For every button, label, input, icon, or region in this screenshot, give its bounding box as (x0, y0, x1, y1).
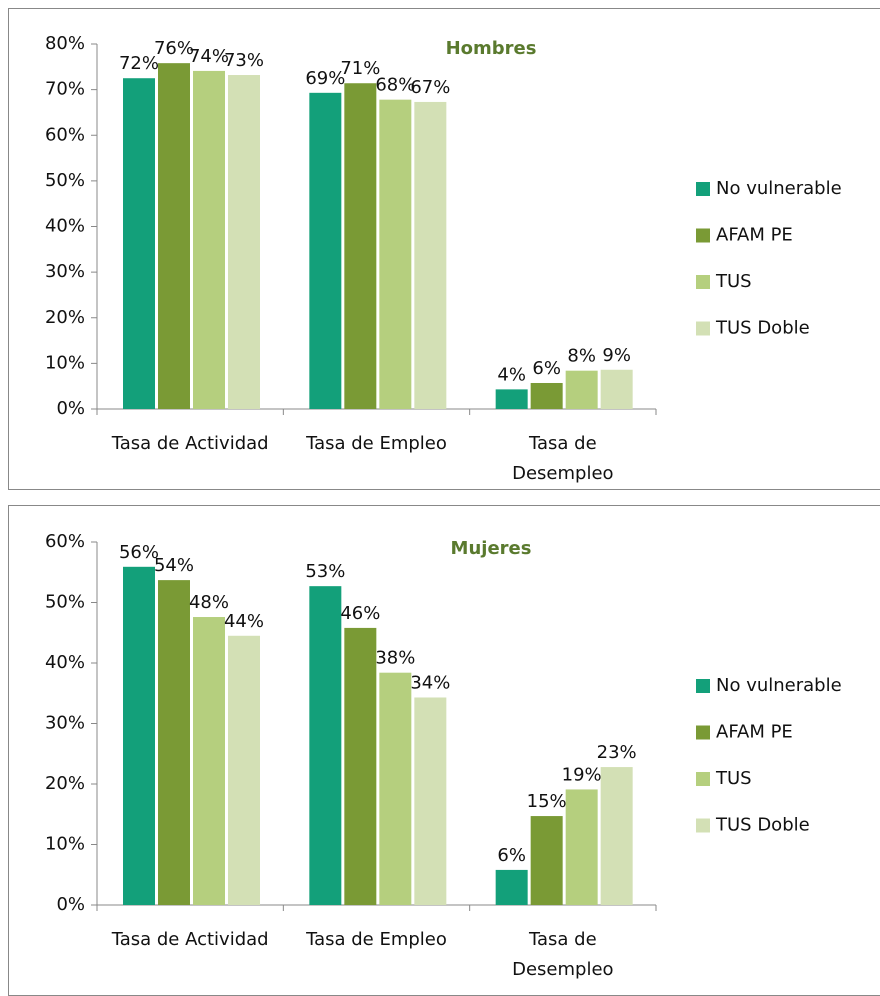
legend-swatch (696, 772, 710, 786)
bar (565, 370, 598, 409)
legend-swatch (696, 725, 710, 740)
bar (414, 101, 447, 409)
bar (228, 635, 260, 905)
y-tick-label: 50% (45, 170, 85, 191)
bar (379, 672, 412, 905)
y-tick-label: 80% (45, 33, 85, 54)
legend-swatch (696, 228, 710, 243)
x-tick-label: Tasa de Empleo (306, 433, 447, 454)
bar (414, 697, 447, 905)
data-label: 19% (562, 764, 602, 785)
legend-swatch (696, 818, 710, 833)
bar (123, 566, 155, 905)
data-label: 53% (305, 561, 345, 582)
bar (565, 789, 598, 905)
legend-label: TUS Doble (715, 318, 810, 339)
bar (530, 382, 563, 409)
bar (123, 78, 155, 409)
legend-label: TUS Doble (715, 815, 810, 836)
bar (309, 92, 342, 409)
y-tick-label: 70% (45, 79, 85, 100)
data-label: 15% (527, 791, 567, 812)
y-tick-label: 0% (56, 398, 85, 419)
data-label: 4% (497, 364, 526, 385)
data-label: 38% (375, 648, 415, 669)
y-tick-label: 50% (45, 592, 85, 613)
data-label: 8% (567, 346, 596, 367)
x-tick-label: Tasa de Desempleo (512, 929, 614, 980)
legend-label: AFAM PE (716, 225, 793, 246)
legend-label: AFAM PE (716, 722, 793, 743)
bar (379, 99, 412, 409)
x-tick-label: Tasa de Empleo (306, 929, 447, 950)
y-tick-label: 60% (45, 124, 85, 145)
bar (309, 586, 342, 905)
data-label: 6% (497, 845, 526, 866)
chart-svg: 0% 10% 20% 30% 40% 50% 60% Mujeres 56% 53% 6% No vu… (45, 531, 842, 915)
legend-label: No vulnerable (716, 675, 842, 696)
bar (495, 389, 528, 409)
data-label: 54% (154, 555, 194, 576)
bar (600, 369, 633, 409)
chart: 0% 10% 20% 30% 40% 50% 60% Mujeres 56% 53% 6% No vu… (8, 505, 880, 996)
y-tick-label: 20% (45, 307, 85, 328)
x-tick-label: Tasa de Actividad (111, 433, 269, 454)
y-tick-label: 40% (45, 216, 85, 237)
bar (193, 70, 225, 409)
chart-title: Mujeres (451, 538, 532, 559)
bar (600, 767, 633, 905)
data-label: 56% (119, 542, 159, 563)
data-label: 9% (602, 345, 631, 366)
bar (158, 63, 190, 409)
data-label: 44% (224, 611, 264, 632)
chart-svg: 0% 10% 20% 30% 40% 50% 60% 70% 80% Hombres 72% 69% 4… (45, 33, 842, 419)
data-label: 34% (410, 672, 450, 693)
data-label: 48% (189, 592, 229, 613)
legend-swatch (696, 182, 710, 196)
y-tick-label: 0% (56, 894, 85, 915)
y-tick-label: 40% (45, 652, 85, 673)
y-tick-label: 10% (45, 352, 85, 373)
data-label: 68% (375, 75, 415, 96)
bar (158, 580, 190, 905)
legend-label: TUS (715, 768, 752, 789)
bar (228, 75, 260, 410)
legend-swatch (696, 679, 710, 693)
data-label: 73% (224, 50, 264, 71)
data-label: 6% (532, 358, 561, 379)
data-label: 23% (597, 742, 637, 763)
bar (495, 869, 528, 905)
y-tick-label: 60% (45, 531, 85, 552)
x-tick-label: Tasa de Actividad (111, 929, 269, 950)
y-tick-label: 30% (45, 261, 85, 282)
y-tick-label: 30% (45, 713, 85, 734)
x-tick-label: Tasa de Desempleo (512, 433, 614, 484)
legend-swatch (696, 275, 710, 289)
y-tick-label: 20% (45, 773, 85, 794)
data-label: 71% (340, 58, 380, 79)
bar (344, 627, 377, 905)
legend-label: TUS (715, 271, 752, 292)
bar (193, 617, 225, 905)
bar (344, 83, 377, 410)
chart-title: Hombres (446, 38, 537, 59)
y-tick-label: 10% (45, 834, 85, 855)
data-label: 72% (119, 53, 159, 74)
bar (530, 816, 563, 905)
chart: 0% 10% 20% 30% 40% 50% 60% 70% 80% Hombres 72% 69% 4… (8, 8, 880, 490)
data-label: 46% (340, 603, 380, 624)
data-label: 74% (189, 46, 229, 67)
legend-swatch (696, 321, 710, 336)
legend-label: No vulnerable (716, 178, 842, 199)
data-label: 69% (305, 68, 345, 89)
data-label: 76% (154, 38, 194, 59)
data-label: 67% (410, 77, 450, 98)
